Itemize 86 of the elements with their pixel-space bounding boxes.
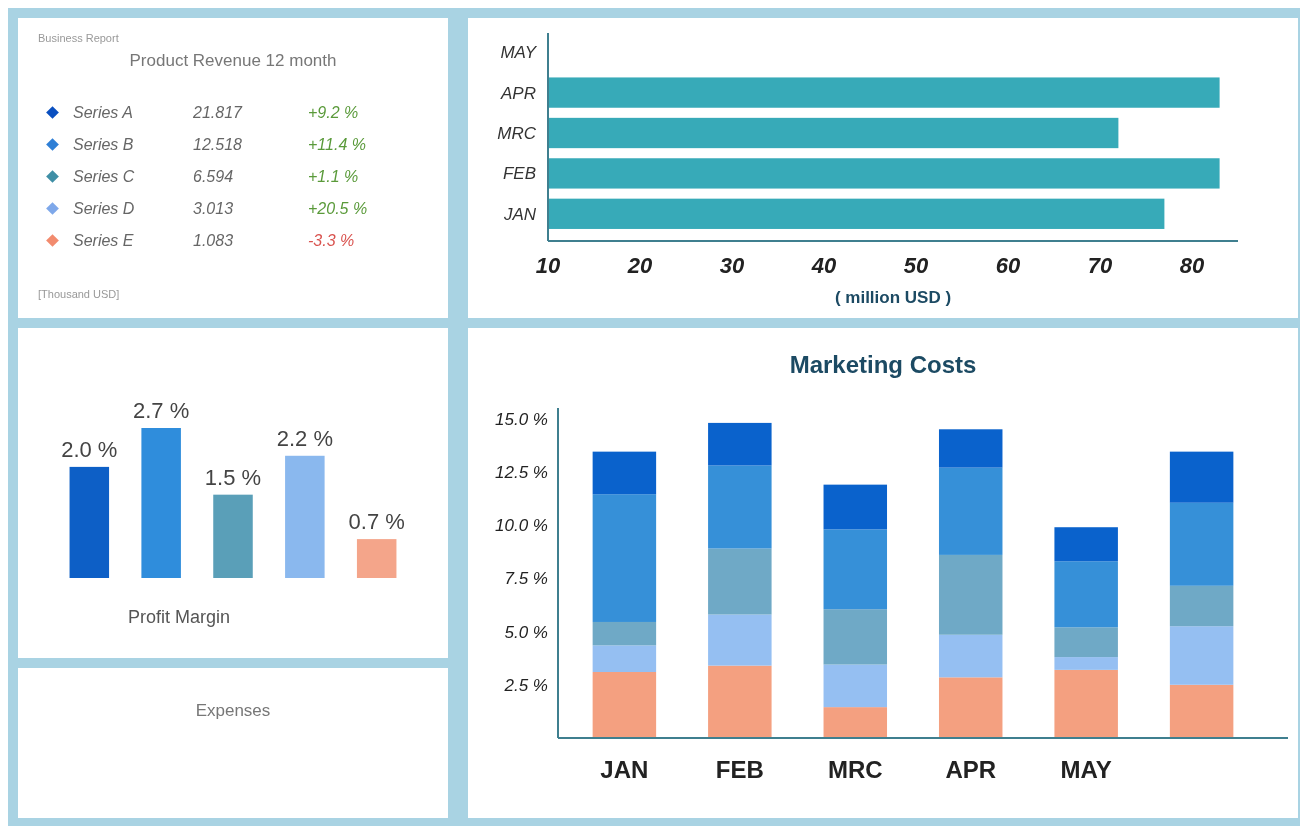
bar <box>1054 627 1118 658</box>
bar <box>823 707 888 738</box>
text: +11.4 % <box>308 136 366 153</box>
bar <box>708 614 772 666</box>
bar <box>1054 561 1118 628</box>
y-tick-label: 12.5 % <box>495 462 548 482</box>
text: Series D <box>73 200 135 217</box>
bar <box>592 645 657 672</box>
x-tick-label: 20 <box>626 253 653 278</box>
data-label: 2.2 % <box>276 425 333 451</box>
bar <box>708 665 772 738</box>
bar <box>1169 585 1234 627</box>
x-tick-label: APR <box>945 756 997 783</box>
y-tick-label: APR <box>500 83 536 103</box>
bar <box>1054 669 1118 738</box>
x-tick-label: 50 <box>903 253 929 278</box>
y-tick-label: 10.0 % <box>495 516 548 536</box>
y-tick-label: JAN <box>502 204 537 224</box>
y-tick-label: MAY <box>500 43 538 63</box>
bar <box>708 465 772 549</box>
chart-title: Marketing Costs <box>789 351 977 378</box>
data-label: 1.5 % <box>204 464 262 490</box>
bar <box>1169 684 1234 738</box>
bar <box>823 529 888 610</box>
text: Series A <box>73 104 133 121</box>
bar <box>141 428 181 578</box>
x-tick-label: MRC <box>827 756 883 783</box>
data-label: 2.0 % <box>61 436 118 462</box>
bar <box>823 484 888 530</box>
bar <box>592 672 657 738</box>
text: Product Revenue 12 month <box>129 51 337 70</box>
x-tick-label: 10 <box>535 253 561 278</box>
bar <box>1054 657 1118 670</box>
text: Series B <box>73 136 134 153</box>
bar <box>592 494 657 622</box>
bar <box>285 455 325 578</box>
y-tick-label: FEB <box>502 164 536 184</box>
text: +9.2 % <box>308 104 359 121</box>
text: 1.083 <box>193 232 234 249</box>
x-tick-label: 70 <box>1087 253 1113 278</box>
y-tick-label: 15.0 % <box>495 409 548 429</box>
text: Series C <box>73 168 135 185</box>
text: 6.594 <box>193 168 234 185</box>
text: [Thousand USD] <box>38 288 120 300</box>
bar <box>938 467 1003 555</box>
x-tick-label: 40 <box>810 253 837 278</box>
text: Expenses <box>195 701 271 720</box>
bar <box>938 634 1003 678</box>
data-label: 0.7 % <box>348 509 405 535</box>
x-axis-title: Profit Margin <box>128 607 231 627</box>
y-tick-label: MRC <box>497 124 537 143</box>
bar <box>938 677 1003 738</box>
bar <box>938 554 1003 635</box>
bar <box>592 451 657 495</box>
y-tick-label: 2.5 % <box>503 675 548 695</box>
x-tick-label: MAY <box>1060 756 1112 783</box>
bar <box>823 609 888 665</box>
bar <box>823 664 888 708</box>
bar <box>1054 527 1118 562</box>
text: -3.3 % <box>308 232 355 249</box>
x-tick-label: 60 <box>995 253 1021 278</box>
bar <box>708 548 772 615</box>
text: +20.5 % <box>308 200 368 217</box>
y-tick-label: 5.0 % <box>504 622 548 642</box>
x-tick-label: 30 <box>719 253 745 278</box>
text: Business Report <box>38 32 119 44</box>
bar <box>592 621 657 646</box>
bar <box>1169 626 1234 685</box>
bar <box>213 494 253 578</box>
text: 21.817 <box>192 104 244 121</box>
x-tick-label: 80 <box>1179 253 1205 278</box>
x-tick-label: JAN <box>600 756 649 783</box>
bar <box>69 466 110 578</box>
x-axis-title: ( million USD ) <box>834 288 952 307</box>
bar <box>938 429 1003 468</box>
bar <box>356 539 397 578</box>
text: Series E <box>73 232 134 249</box>
text: 12.518 <box>193 136 243 153</box>
bar <box>1169 502 1234 586</box>
bar <box>1169 451 1234 503</box>
y-tick-label: 7.5 % <box>504 569 548 589</box>
text: +1.1 % <box>308 168 359 185</box>
data-label: 2.7 % <box>133 398 190 423</box>
text: 3.013 <box>193 200 234 217</box>
bar <box>708 422 772 466</box>
x-tick-label: FEB <box>715 756 764 783</box>
